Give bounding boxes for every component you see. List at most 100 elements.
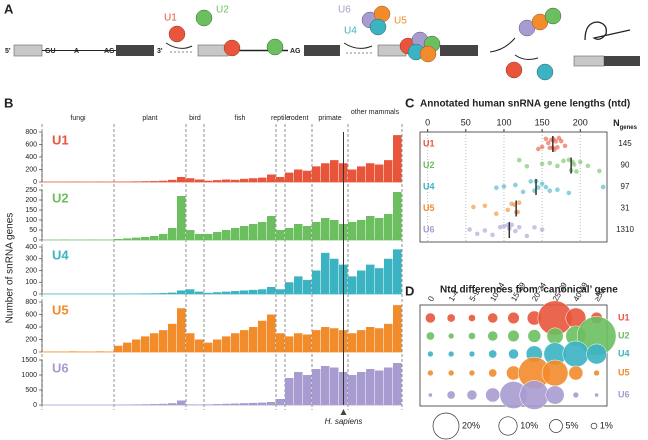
bubble [468, 350, 476, 358]
bar [357, 330, 366, 352]
y-tick-label: 0 [33, 349, 37, 356]
bubble [546, 327, 564, 345]
n-value: 1310 [616, 225, 634, 234]
taxon-label: plant [142, 115, 157, 122]
bar [249, 327, 258, 352]
bar [276, 399, 285, 405]
bar [123, 238, 132, 240]
bar [303, 375, 312, 405]
size-legend-circle [432, 412, 460, 440]
label: AG [104, 48, 115, 55]
point [497, 224, 503, 230]
label: 3' [157, 48, 163, 55]
bar [258, 289, 267, 294]
bar [366, 216, 375, 240]
bar [222, 291, 231, 294]
bar [348, 375, 357, 405]
bar [384, 367, 393, 405]
bar [186, 230, 195, 240]
bar [132, 237, 141, 240]
x-tick-label: 100 [496, 117, 511, 127]
bar [375, 164, 384, 182]
y-tick-label: 100 [25, 279, 37, 286]
bubble [593, 369, 600, 377]
x-tick-label: 0 [425, 117, 430, 127]
bar [312, 222, 321, 240]
bubble [488, 349, 498, 359]
bar [177, 196, 186, 240]
bar [330, 328, 339, 352]
series-label: U5 [52, 302, 69, 317]
label: AG [290, 48, 301, 55]
bar [240, 403, 249, 405]
point [543, 136, 549, 142]
n-value: 31 [621, 204, 630, 213]
bar [276, 333, 285, 352]
point [547, 188, 553, 194]
arrow [514, 54, 539, 60]
snrnp [536, 63, 554, 81]
bubble [468, 314, 476, 322]
bar [177, 308, 186, 352]
bubble [527, 329, 542, 343]
y-tick-label: 0 [33, 402, 37, 409]
bar [231, 333, 240, 352]
bar [195, 234, 204, 240]
y-tick-label: 200 [25, 336, 37, 343]
bar [150, 404, 159, 405]
panel-label: C [405, 95, 415, 110]
taxon-label: fish [235, 115, 246, 122]
bar [294, 372, 303, 405]
bar [168, 228, 177, 240]
point [467, 227, 472, 232]
bar [222, 230, 231, 240]
series-label: U6 [423, 224, 435, 234]
annotation: H. sapiens [325, 417, 363, 426]
point [543, 184, 549, 190]
snrnp [168, 25, 186, 43]
bubble [572, 391, 579, 399]
point [494, 185, 499, 190]
bar [321, 252, 330, 294]
size-legend-circle [498, 416, 518, 436]
bar [222, 179, 231, 182]
arrow [165, 42, 193, 49]
panel-label: D [405, 283, 414, 298]
bar [375, 328, 384, 352]
bar [177, 177, 186, 182]
bar [294, 333, 303, 352]
bubble [562, 340, 590, 368]
bar [186, 289, 195, 294]
point [505, 207, 511, 213]
exon [304, 45, 340, 56]
bar [294, 169, 303, 182]
bar [186, 178, 195, 182]
label: U1 [164, 13, 177, 24]
bar [294, 224, 303, 240]
n-value: 145 [618, 139, 632, 148]
bubble [541, 359, 569, 387]
bar [321, 327, 330, 352]
bar [195, 291, 204, 294]
point [513, 228, 518, 234]
bar [249, 289, 258, 294]
bar [357, 166, 366, 182]
x-tick-label: 150 [535, 117, 550, 127]
point [501, 223, 507, 229]
bubble [446, 313, 456, 323]
bar [213, 232, 222, 240]
y-axis-label: Number of snRNA genes [5, 213, 16, 324]
point [545, 140, 551, 146]
bubble [426, 331, 435, 341]
bar [159, 293, 168, 294]
bar [285, 228, 294, 240]
bar [384, 160, 393, 182]
point [566, 190, 572, 196]
point [524, 233, 530, 239]
bar [267, 216, 276, 240]
series-label: U6 [52, 360, 69, 375]
label: 5' [5, 48, 11, 55]
point [516, 200, 522, 206]
bubble [425, 312, 436, 324]
